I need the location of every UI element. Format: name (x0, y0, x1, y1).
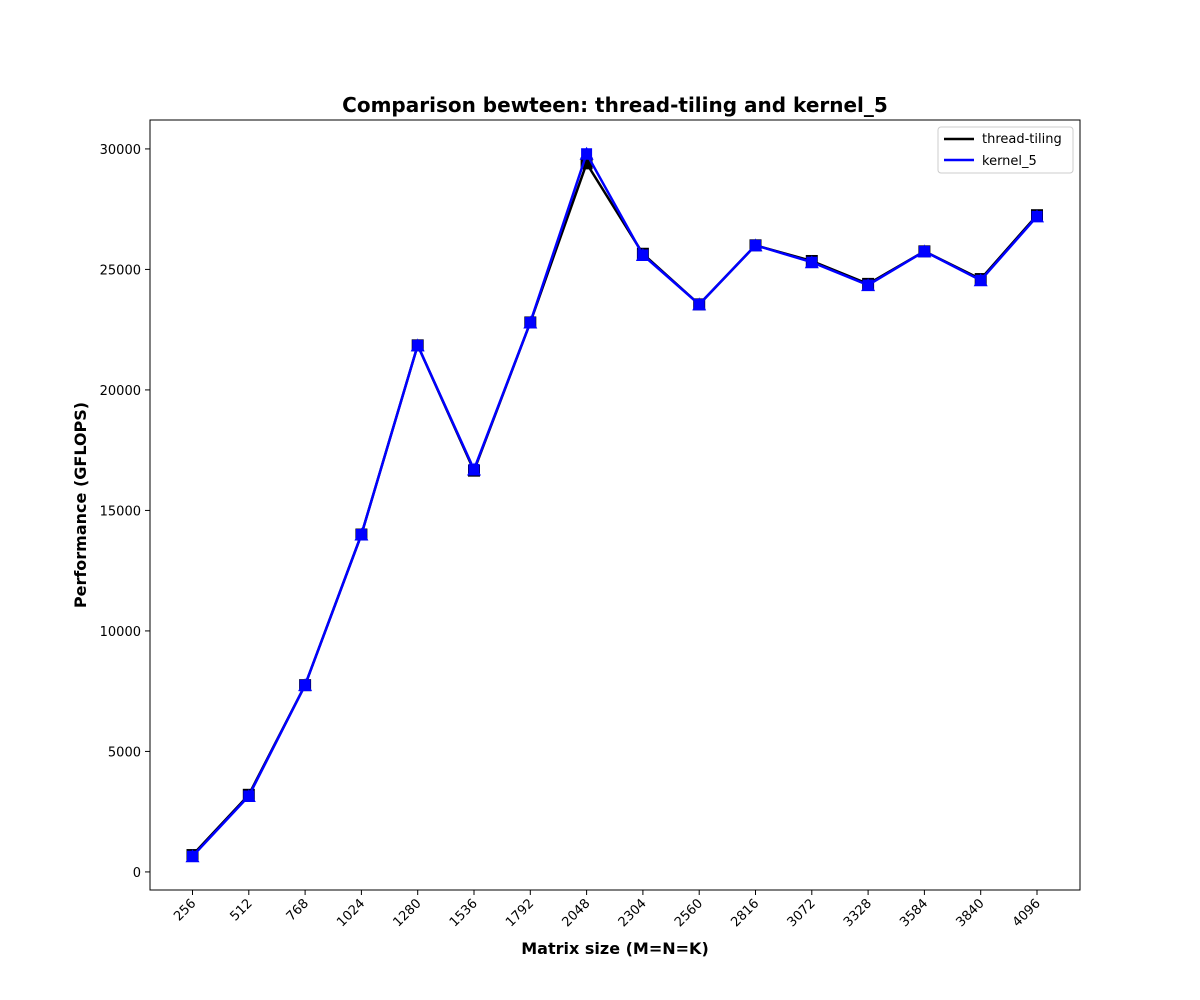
data-point-square (750, 239, 761, 251)
data-point-square (862, 279, 874, 291)
data-point-square (299, 679, 311, 691)
x-axis: 256 512 768 1024 1280 1536 1792 2048 2304 2560 281… (171, 890, 1044, 930)
y-tick-label: 5000 (108, 745, 141, 760)
series-layer (185, 146, 1044, 863)
y-tick-label: 25000 (100, 263, 141, 278)
y-tick-label: 20000 (100, 384, 141, 399)
data-point-square (693, 298, 705, 310)
data-point-square (243, 790, 255, 802)
data-point-square (524, 316, 536, 328)
x-tick-label: 4096 (1010, 896, 1044, 930)
legend: thread-tiling kernel_5 (937, 126, 1074, 174)
legend-label-kernel-5: kernel_5 (982, 154, 1037, 169)
series-line (191, 162, 1038, 856)
data-point-square (637, 249, 649, 261)
x-axis-label: Matrix size (M=N=K) (521, 939, 709, 958)
data-point-square (975, 274, 987, 286)
x-tick-label: 3584 (897, 896, 931, 930)
series-kernel-5 (185, 146, 1044, 863)
x-tick-label: 1792 (503, 896, 537, 930)
x-tick-label: 1536 (447, 896, 481, 930)
x-tick-label: 2560 (672, 896, 706, 930)
plot-area-frame (149, 119, 1081, 891)
data-point-square (918, 245, 930, 257)
legend-label-thread-tiling: thread-tiling (982, 132, 1062, 147)
y-tick-label: 0 (133, 866, 141, 881)
x-tick-label: 768 (284, 896, 312, 924)
x-tick-label: 512 (227, 896, 255, 924)
x-tick-label: 3328 (841, 896, 875, 930)
y-tick-label: 10000 (100, 625, 141, 640)
y-axis-label: Performance (GFLOPS) (71, 402, 90, 608)
series-thread-tiling (186, 157, 1043, 862)
x-tick-label: 1024 (334, 896, 368, 930)
data-point-square (468, 463, 480, 475)
x-tick-label: 3072 (785, 896, 819, 930)
data-point-square (806, 256, 818, 268)
data-point-square (1031, 210, 1043, 222)
series-line (191, 152, 1038, 858)
y-axis: 0 5000 10000 15000 20000 25000 30000 (100, 143, 150, 881)
y-tick-label: 30000 (100, 143, 141, 158)
x-tick-label: 2304 (616, 896, 650, 930)
x-tick-label: 2816 (728, 896, 762, 930)
data-point-square (187, 850, 198, 862)
data-point-square (581, 148, 593, 160)
y-tick-label: 15000 (100, 504, 141, 519)
data-point-square (412, 339, 424, 351)
x-tick-label: 256 (171, 896, 199, 924)
data-point-square (355, 529, 367, 541)
chart-title: Comparison bewteen: thread-tiling and ke… (342, 93, 888, 117)
x-tick-label: 3840 (954, 896, 988, 930)
x-tick-label: 2048 (559, 896, 593, 930)
x-tick-label: 1280 (391, 896, 425, 930)
